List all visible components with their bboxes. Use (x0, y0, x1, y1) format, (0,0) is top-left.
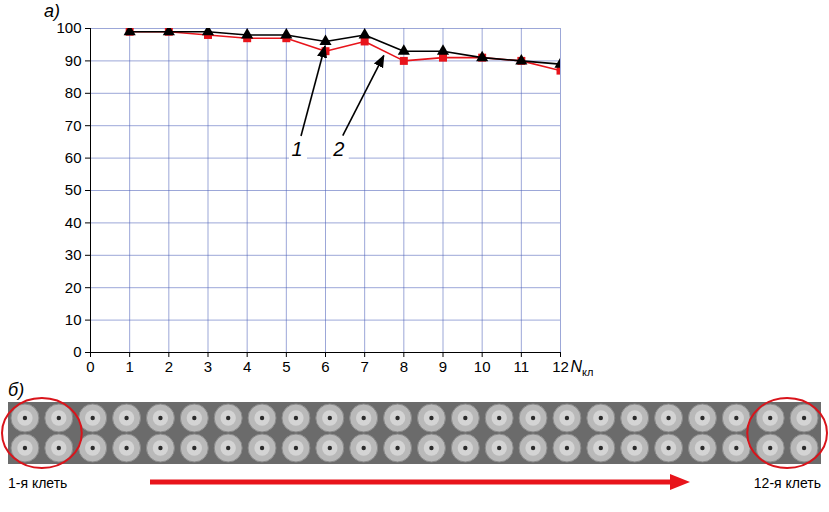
svg-text:2: 2 (332, 138, 344, 160)
svg-text:30: 30 (65, 246, 82, 263)
svg-text:40: 40 (65, 214, 82, 231)
svg-text:50: 50 (65, 181, 82, 198)
svg-text:60: 60 (65, 149, 82, 166)
svg-text:5: 5 (282, 358, 290, 375)
svg-text:10: 10 (65, 311, 82, 328)
svg-text:б): б) (8, 380, 24, 400)
svg-text:3: 3 (204, 358, 212, 375)
svg-text:70: 70 (65, 117, 82, 134)
svg-text:4: 4 (243, 358, 251, 375)
svg-text:12: 12 (552, 358, 569, 375)
svg-text:11: 11 (514, 358, 530, 375)
svg-text:8: 8 (400, 358, 408, 375)
svg-text:2: 2 (165, 358, 173, 375)
svg-text:100: 100 (56, 19, 81, 36)
svg-text:а): а) (44, 1, 60, 21)
svg-text:20: 20 (65, 279, 82, 296)
svg-text:9: 9 (439, 358, 447, 375)
svg-text:0: 0 (86, 358, 94, 375)
svg-text:Nкл: Nкл (571, 358, 594, 378)
svg-text:7: 7 (360, 358, 368, 375)
svg-text:6: 6 (321, 358, 329, 375)
svg-text:1: 1 (125, 358, 133, 375)
svg-text:10: 10 (474, 358, 491, 375)
svg-text:80: 80 (65, 84, 82, 101)
svg-text:12-я клеть: 12-я клеть (754, 475, 821, 491)
svg-text:1: 1 (291, 138, 302, 160)
svg-text:90: 90 (65, 52, 82, 69)
svg-text:0: 0 (73, 343, 81, 360)
svg-text:1-я клеть: 1-я клеть (8, 475, 67, 491)
